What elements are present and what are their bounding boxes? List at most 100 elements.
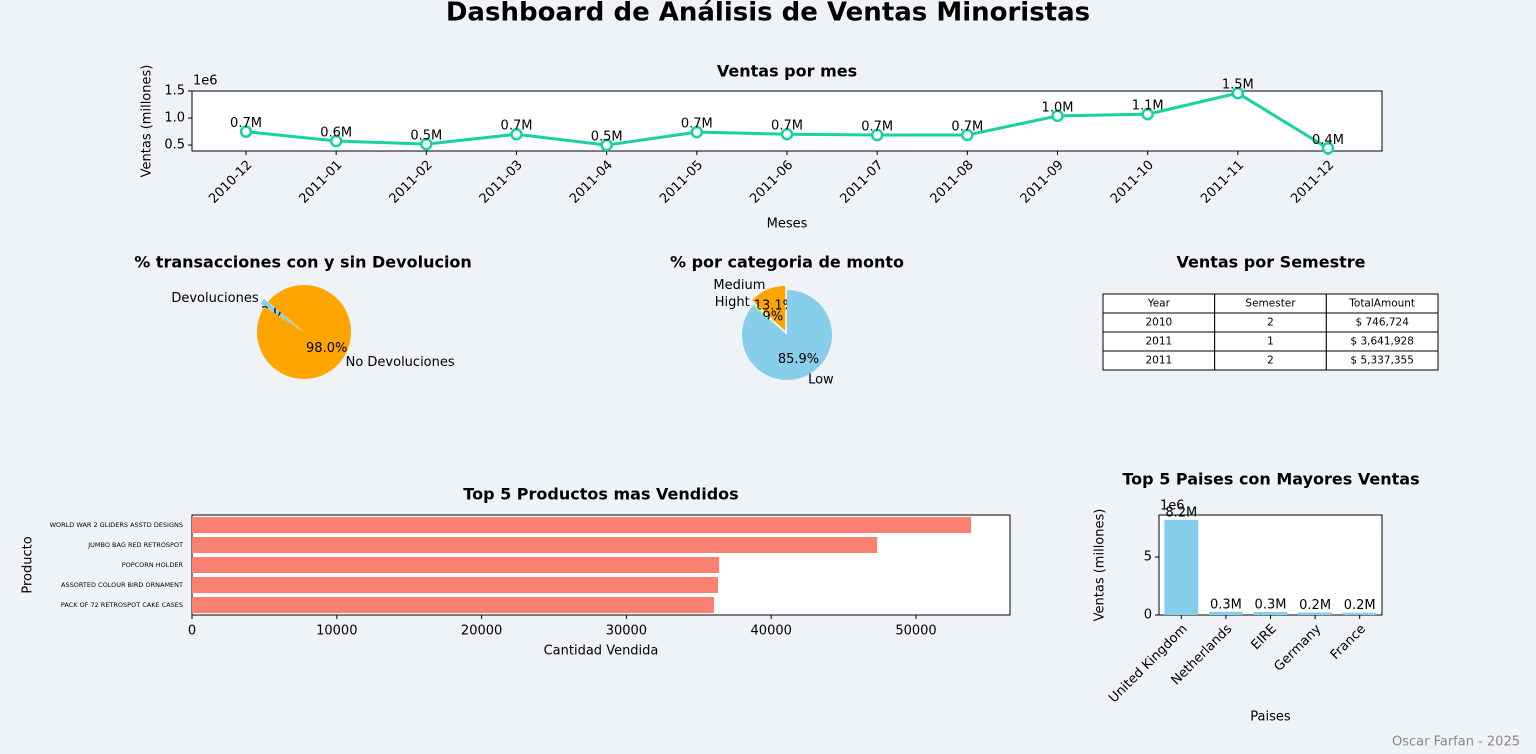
x-tick-label: 2011-04 <box>567 158 616 207</box>
x-tick-label: United Kingdom <box>1106 622 1190 706</box>
table-cell-text: 2 <box>1267 355 1274 367</box>
y-axis-label: Ventas (millones) <box>140 65 155 178</box>
value-label: 0.7M <box>230 116 262 131</box>
bar <box>1253 611 1288 615</box>
x-tick-label: 40000 <box>751 624 792 639</box>
marker <box>1321 142 1335 155</box>
y-tick-label: JUMBO BAG RED RETROSPOT <box>87 541 183 549</box>
marker <box>420 137 433 151</box>
marker <box>690 125 704 139</box>
x-tick-label: 2011-09 <box>1018 158 1067 207</box>
slice-label: Hight <box>715 295 750 310</box>
slice-label: Devoluciones <box>171 291 258 306</box>
marker <box>1141 107 1154 121</box>
value-label: 1.5M <box>1222 78 1254 93</box>
value-label: 0.7M <box>681 117 713 132</box>
value-label: 0.7M <box>951 120 983 135</box>
y-tick-label: POPCORN HOLDER <box>122 561 184 569</box>
marker <box>870 128 884 142</box>
table-cell-text: 2011 <box>1145 355 1172 367</box>
x-axis-label: Meses <box>767 217 808 232</box>
slice-label: No Devoluciones <box>346 355 455 370</box>
pct-label: 13.1% <box>754 299 795 314</box>
pct-label: 98.0% <box>306 341 347 356</box>
x-tick-label: 30000 <box>606 624 647 639</box>
table-cell-text: $ 5,337,355 <box>1350 355 1413 367</box>
table-title: Ventas por Semestre <box>1176 253 1365 272</box>
x-tick-label: 20000 <box>461 624 502 639</box>
pie-slice <box>260 298 301 330</box>
bar <box>192 597 715 613</box>
chart-title: Ventas por mes <box>717 62 857 81</box>
marker <box>239 125 253 138</box>
table-cell-text: $ 746,724 <box>1355 317 1409 329</box>
y-tick-label: 0.5 <box>164 138 185 153</box>
y-tick-label: 0 <box>1144 608 1152 623</box>
x-tick-label: 2010-12 <box>206 158 255 207</box>
pie-slice <box>752 304 787 335</box>
x-tick-label: 2011-02 <box>387 158 436 207</box>
y-tick-label: 1.0 <box>164 111 185 126</box>
table-cell-text: 2011 <box>1145 336 1172 348</box>
marker <box>510 127 523 141</box>
value-label: 0.3M <box>1255 597 1287 612</box>
value-label: 0.7M <box>771 119 803 134</box>
bar <box>192 557 720 573</box>
x-tick-label: 50000 <box>895 624 936 639</box>
bar <box>1208 611 1243 615</box>
marker <box>780 127 794 141</box>
table-header: TotalAmount <box>1348 298 1415 310</box>
marker <box>329 134 343 148</box>
value-label: 0.7M <box>861 120 893 135</box>
axes-frame <box>191 90 1383 152</box>
y-offset-label: 1e6 <box>193 74 218 89</box>
value-label: 1.0M <box>1042 100 1074 115</box>
x-tick-label: 2011-01 <box>296 158 345 207</box>
value-label: 0.6M <box>320 126 352 141</box>
x-axis-label: Cantidad Vendida <box>544 644 659 659</box>
x-tick-label: 2011-05 <box>657 158 706 207</box>
table-cell-text: $ 3,641,928 <box>1350 336 1413 348</box>
marker <box>961 128 974 142</box>
x-tick-label: 10000 <box>316 624 357 639</box>
y-axis-label: Ventas (millones) <box>1093 509 1108 622</box>
pct-label: 85.9% <box>778 352 819 367</box>
chart-title: Top 5 Productos mas Vendidos <box>463 485 738 504</box>
x-tick-label: France <box>1328 622 1369 663</box>
y-tick-label: ASSORTED COLOUR BIRD ORNAMENT <box>61 581 183 589</box>
value-label: 0.3M <box>1210 597 1242 612</box>
table-cell <box>1325 350 1439 371</box>
x-tick-label: 2011-11 <box>1198 158 1247 207</box>
x-tick-label: 2011-12 <box>1288 158 1337 207</box>
value-label: 8.2M <box>1165 505 1197 520</box>
chart-title: % por categoria de monto <box>670 253 904 272</box>
table-header: Year <box>1147 298 1171 310</box>
bar <box>1164 519 1199 615</box>
value-label: 0.5M <box>410 129 442 144</box>
y-offset-label: 1e6 <box>1160 499 1185 514</box>
marker <box>1051 109 1064 123</box>
x-tick-label: 2011-10 <box>1108 158 1157 207</box>
y-tick-label: WORLD WAR 2 GLIDERS ASSTD DESIGNS <box>50 521 183 529</box>
bar <box>192 517 972 533</box>
bar <box>192 577 719 593</box>
value-label: 1.1M <box>1132 99 1164 114</box>
marker <box>600 138 613 152</box>
x-tick-label: 0 <box>188 624 196 639</box>
y-tick-label: 5 <box>1144 549 1152 564</box>
table-header: Semester <box>1245 298 1296 310</box>
y-axis-label: Producto <box>21 536 36 593</box>
footer: Oscar Farfan - 2025 <box>1392 735 1520 750</box>
bar <box>1298 612 1333 615</box>
x-tick-label: 2011-03 <box>477 158 526 207</box>
bar <box>1342 612 1377 615</box>
x-tick-label: 2011-06 <box>747 158 796 207</box>
x-tick-label: 2011-08 <box>928 158 977 207</box>
bar <box>192 537 878 553</box>
slice-label: Low <box>808 372 834 387</box>
value-label: 0.4M <box>1312 133 1344 148</box>
x-tick-label: EIRE <box>1248 622 1279 653</box>
marker <box>1231 86 1245 100</box>
